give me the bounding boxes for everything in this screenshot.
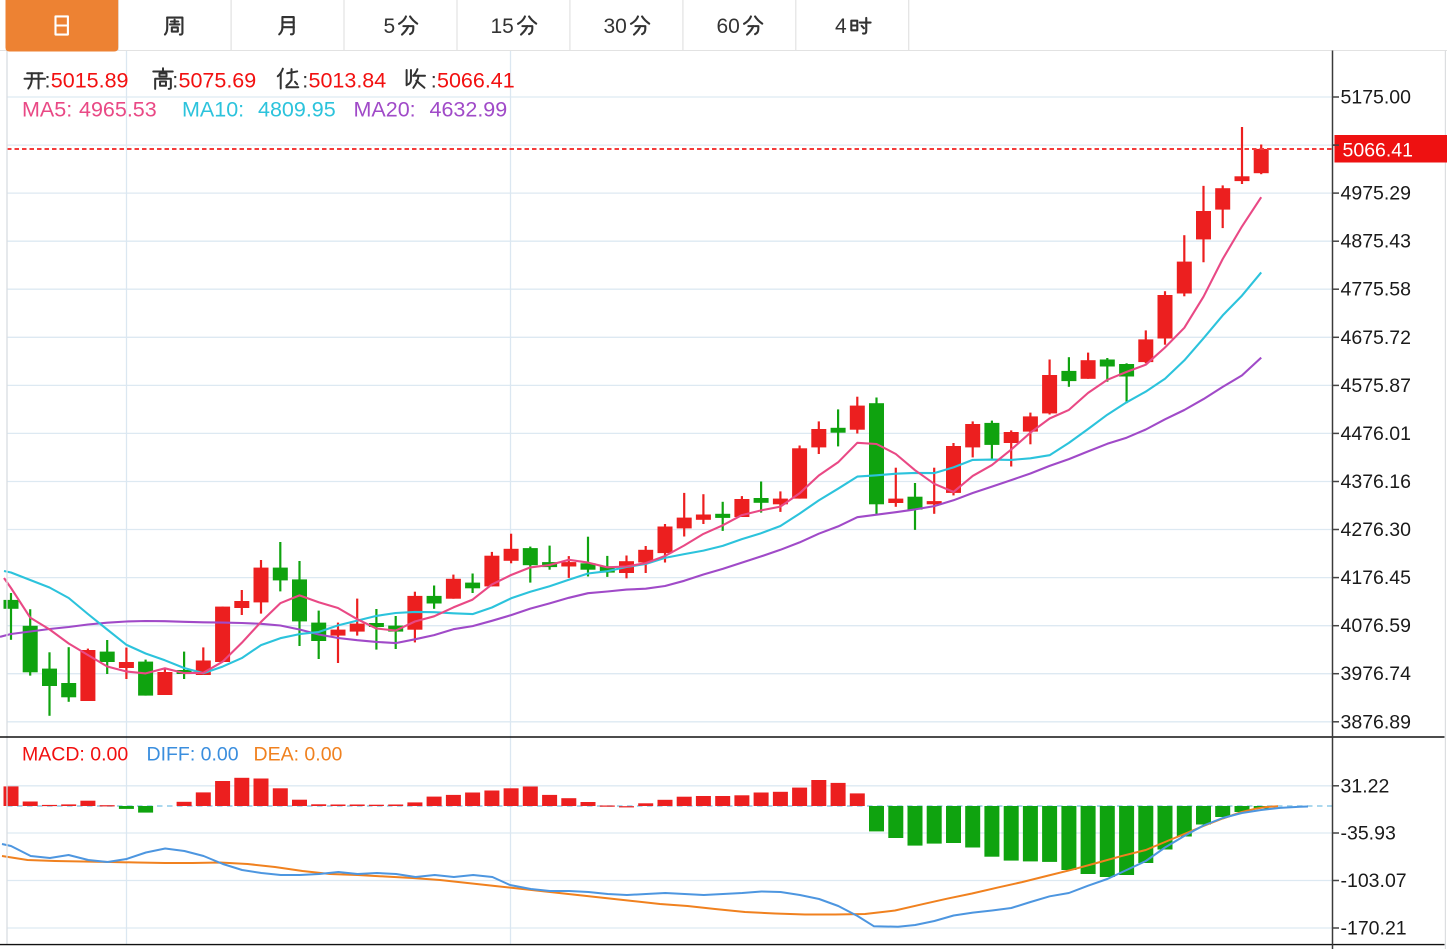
svg-text:DIFF: 0.00: DIFF: 0.00 — [147, 744, 239, 766]
svg-text:4775.58: 4775.58 — [1341, 279, 1412, 301]
svg-text:DEA: 0.00: DEA: 0.00 — [254, 744, 343, 766]
svg-text:4276.30: 4276.30 — [1341, 519, 1412, 541]
svg-text:4575.87: 4575.87 — [1341, 375, 1412, 397]
svg-text:MA5:: MA5: — [22, 98, 72, 122]
svg-text::: : — [431, 68, 437, 92]
svg-text:-170.21: -170.21 — [1341, 918, 1407, 940]
svg-text:5: 5 — [384, 15, 396, 38]
svg-text:3976.74: 3976.74 — [1341, 663, 1412, 685]
svg-text:4975.29: 4975.29 — [1341, 183, 1412, 205]
svg-text:4809.95: 4809.95 — [258, 98, 336, 122]
svg-text::: : — [45, 68, 51, 92]
svg-text:4: 4 — [835, 15, 847, 38]
svg-text:4875.43: 4875.43 — [1341, 231, 1412, 253]
svg-text:4076.59: 4076.59 — [1341, 615, 1412, 637]
svg-text:3876.89: 3876.89 — [1341, 711, 1412, 733]
svg-text:MA10:: MA10: — [182, 98, 244, 122]
svg-text:-103.07: -103.07 — [1341, 870, 1407, 892]
svg-text:4675.72: 4675.72 — [1341, 327, 1412, 349]
svg-text:4476.01: 4476.01 — [1341, 423, 1412, 445]
svg-text:-35.93: -35.93 — [1341, 823, 1396, 845]
svg-text::: : — [302, 68, 308, 92]
svg-text:30: 30 — [604, 15, 627, 38]
svg-text:4965.53: 4965.53 — [79, 98, 157, 122]
svg-text:5175.00: 5175.00 — [1341, 87, 1412, 109]
svg-text:5066.41: 5066.41 — [437, 68, 515, 92]
svg-text:4176.45: 4176.45 — [1341, 567, 1412, 589]
svg-text:5013.84: 5013.84 — [309, 68, 387, 92]
svg-text:60: 60 — [717, 15, 740, 38]
svg-text:5066.41: 5066.41 — [1343, 140, 1414, 162]
svg-text:4376.16: 4376.16 — [1341, 471, 1412, 493]
svg-text:15: 15 — [491, 15, 514, 38]
svg-text:5015.89: 5015.89 — [51, 68, 129, 92]
svg-text::: : — [172, 68, 178, 92]
svg-text:31.22: 31.22 — [1341, 775, 1390, 797]
svg-text:4632.99: 4632.99 — [430, 98, 508, 122]
svg-text:5075.69: 5075.69 — [179, 68, 257, 92]
svg-text:MA20:: MA20: — [354, 98, 416, 122]
svg-text:MACD: 0.00: MACD: 0.00 — [22, 744, 128, 766]
